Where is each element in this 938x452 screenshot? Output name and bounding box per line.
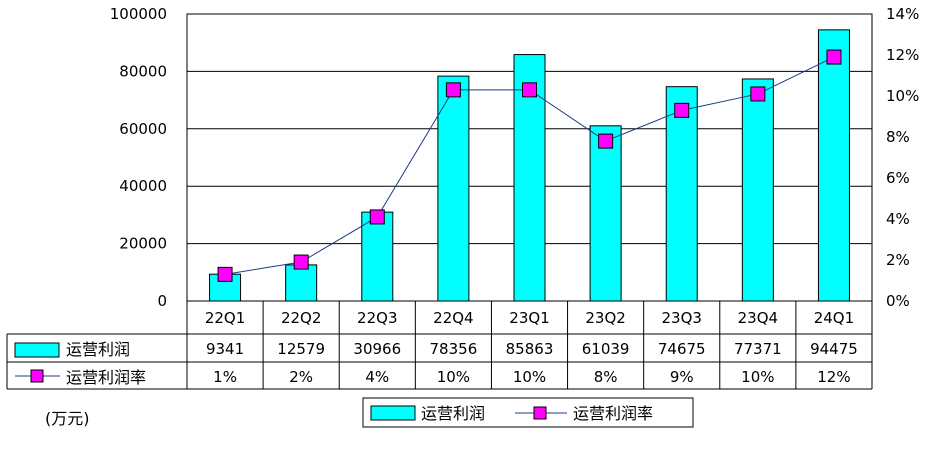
bar-value-cell: 85863 — [506, 340, 554, 358]
row-key-marker — [30, 369, 44, 383]
category-label: 23Q4 — [738, 309, 778, 327]
bar-value-cell: 61039 — [582, 340, 630, 358]
legend-key-marker — [533, 406, 547, 420]
marker-22Q4 — [445, 82, 461, 98]
data-table: 22Q1 22Q2 22Q3 22Q4 23Q1 23Q2 23Q3 23Q4 24Q1 9341… — [6, 300, 873, 390]
bar-23Q4 — [741, 78, 774, 302]
marker-23Q1 — [522, 82, 537, 98]
margin-value-cell: 1% — [213, 368, 237, 386]
category-label: 22Q4 — [433, 309, 473, 327]
category-label: 23Q3 — [662, 309, 702, 327]
category-label: 22Q3 — [357, 309, 397, 327]
margin-value-cell: 10% — [437, 368, 470, 386]
marker-24Q1 — [826, 49, 842, 65]
category-label: 22Q1 — [205, 309, 245, 327]
category-label: 24Q1 — [814, 309, 854, 327]
margin-value-cell: 2% — [289, 368, 313, 386]
bar-22Q3 — [361, 211, 394, 302]
row-label-margin: 运营利润率 — [66, 368, 146, 387]
margin-value-cell: 4% — [365, 368, 389, 386]
line-series — [217, 49, 842, 282]
y-left-tick-label: 0 — [157, 292, 167, 310]
category-label: 22Q2 — [281, 309, 321, 327]
y-right-tick-label: 0% — [886, 292, 910, 310]
legend: 运营利润 运营利润率 — [362, 397, 694, 428]
y-left-tick-label: 80000 — [119, 62, 167, 80]
bar-value-cell: 94475 — [810, 340, 858, 358]
y-right-tick-label: 6% — [886, 169, 910, 187]
y-right-tick-label: 10% — [886, 87, 919, 105]
bar-value-cell: 9341 — [206, 340, 244, 358]
y-right-tick-label: 12% — [886, 46, 919, 64]
category-label: 23Q1 — [509, 309, 549, 327]
marker-23Q3 — [674, 102, 690, 118]
y-right-tick-label: 14% — [886, 5, 919, 23]
legend-item-margin: 运营利润率 — [573, 404, 653, 423]
margin-value-cell: 10% — [513, 368, 546, 386]
bar-22Q2 — [285, 264, 318, 302]
y-left-tick-label: 60000 — [119, 120, 167, 138]
y-right-tick-label: 8% — [886, 128, 910, 146]
category-label: 23Q2 — [585, 309, 625, 327]
bar-22Q4 — [437, 75, 470, 302]
bar-value-cell: 78356 — [430, 340, 478, 358]
bar-23Q2 — [589, 125, 622, 302]
y-right-tick-label: 4% — [886, 210, 910, 228]
marker-22Q2 — [293, 254, 309, 270]
margin-value-cell: 10% — [741, 368, 774, 386]
y-right-tick-label: 2% — [886, 251, 910, 269]
bar-24Q1 — [817, 29, 850, 302]
bar-value-cell: 74675 — [658, 340, 706, 358]
marker-23Q4 — [750, 86, 766, 102]
marker-22Q1 — [217, 266, 233, 282]
margin-value-cell: 9% — [670, 368, 694, 386]
margin-value-cell: 12% — [817, 368, 850, 386]
y-left-tick-label: 100000 — [110, 5, 167, 23]
y-axis-unit-label: (万元) — [45, 409, 90, 428]
margin-value-cell: 8% — [594, 368, 618, 386]
y-left-tick-label: 20000 — [119, 235, 167, 253]
legend-key-bar — [370, 405, 416, 421]
bar-value-cell: 12579 — [277, 340, 325, 358]
bar-value-cell: 77371 — [734, 340, 782, 358]
marker-23Q2 — [598, 133, 614, 149]
y-left-tick-label: 40000 — [119, 177, 167, 195]
row-label-profit: 运营利润 — [66, 340, 130, 359]
bar-value-cell: 30966 — [353, 340, 401, 358]
row-key-bar — [14, 342, 60, 358]
legend-item-profit: 运营利润 — [421, 404, 485, 423]
bar-23Q3 — [665, 86, 698, 302]
marker-22Q3 — [369, 209, 385, 225]
